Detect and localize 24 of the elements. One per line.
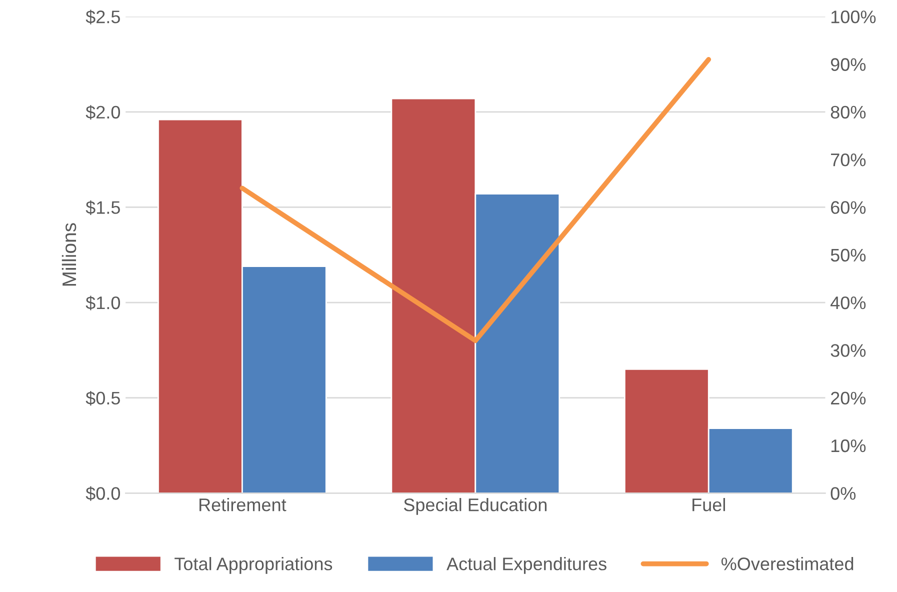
y-tick-label: $0.5 — [86, 391, 120, 406]
y2-tick-label: 40% — [830, 296, 866, 310]
y2-tick-label: 80% — [830, 106, 866, 119]
y-tick-label: $0.0 — [86, 486, 120, 501]
y-tick-label: $1.5 — [86, 200, 120, 215]
legend-label: %Overestimated — [721, 557, 854, 570]
y-tick-label: $2.0 — [86, 105, 120, 120]
y-tick-label: $1.0 — [86, 296, 120, 310]
y2-tick-label: 20% — [831, 392, 866, 405]
y-axis-title: Millions — [62, 223, 76, 286]
legend-label: Total Appropriations — [174, 557, 332, 574]
y-tick-label: $2.5 — [86, 10, 120, 24]
legend-label: Actual Expenditures — [446, 557, 606, 574]
x-tick-label: Retirement — [200, 498, 286, 512]
y2-tick-label: 90% — [830, 58, 866, 71]
y2-tick-label: 0% — [830, 487, 856, 500]
y2-tick-label: 70% — [831, 153, 866, 166]
x-tick-label: Fuel — [692, 498, 725, 512]
y2-tick-label: 10% — [831, 439, 866, 452]
y2-tick-label: 100% — [831, 10, 876, 24]
y2-tick-label: 30% — [830, 344, 866, 357]
y2-tick-label: 60% — [831, 201, 866, 214]
y2-tick-label: 50% — [830, 248, 866, 262]
x-tick-label: Special Education — [404, 498, 547, 515]
